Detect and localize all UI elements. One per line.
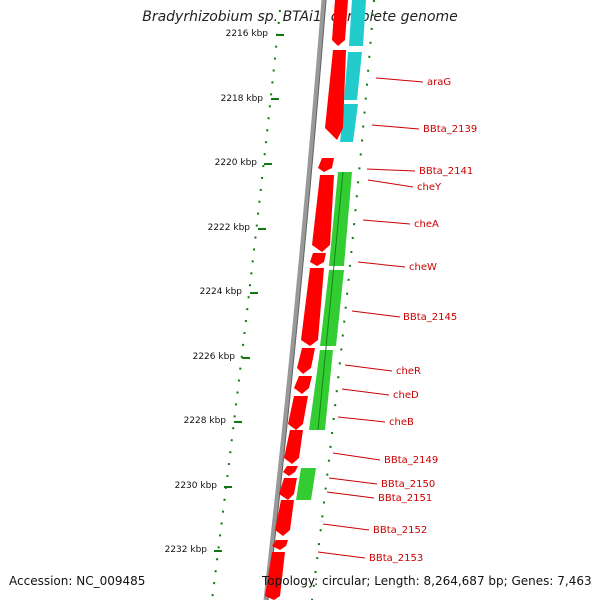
genome-backbone [263,0,327,600]
kbp-label: 2218 kbp [221,94,264,104]
inner-tick-dots [311,0,375,600]
gene-label-bbta-2150: BBta_2150 [381,479,435,490]
gene-labels: araG BBta_2139 BBta_2141 cheY cheA cheW … [369,77,477,564]
gene-label-araG: araG [427,77,451,88]
gene-label-bbta-2139: BBta_2139 [423,124,477,135]
gene-label-cheR: cheR [396,366,421,377]
topology-text: Topology: circular; Length: 8,264,687 bp… [262,574,592,588]
kbp-label: 2232 kbp [165,545,208,555]
gene-label-bbta-2151: BBta_2151 [378,493,432,504]
kbp-label: 2220 kbp [215,158,258,168]
kbp-label: 2224 kbp [200,287,243,297]
scale-major-ticks [214,34,284,552]
gene-label-cheY: cheY [417,182,442,193]
kbp-label: 2228 kbp [184,416,227,426]
gene-label-cheA: cheA [414,219,439,230]
cds-cyan-track [340,0,366,142]
gene-label-bbta-2141: BBta_2141 [419,166,473,177]
gene-label-bbta-2149: BBta_2149 [384,455,438,466]
gene-label-bbta-2152: BBta_2152 [373,525,427,536]
gene-label-cheB: cheB [389,417,414,428]
kbp-label: 2216 kbp [226,29,269,39]
gene-label-bbta-2153: BBta_2153 [369,553,423,564]
kbp-label: 2226 kbp [193,352,236,362]
cds-green-track [296,171,352,500]
scale-labels: 2216 kbp 2218 kbp 2220 kbp 2222 kbp 2224… [165,29,269,555]
accession-text: Accession: NC_009485 [9,574,146,588]
forward-genes [265,0,348,600]
map-title: Bradyrhizobium sp. BTAi1, complete genom… [142,9,458,25]
gene-label-cheD: cheD [393,390,419,401]
leader-lines [317,77,424,559]
kbp-label: 2230 kbp [175,481,218,491]
gene-label-cheW: cheW [409,262,437,273]
kbp-label: 2222 kbp [208,223,251,233]
gene-label-bbta-2145: BBta_2145 [403,312,457,323]
